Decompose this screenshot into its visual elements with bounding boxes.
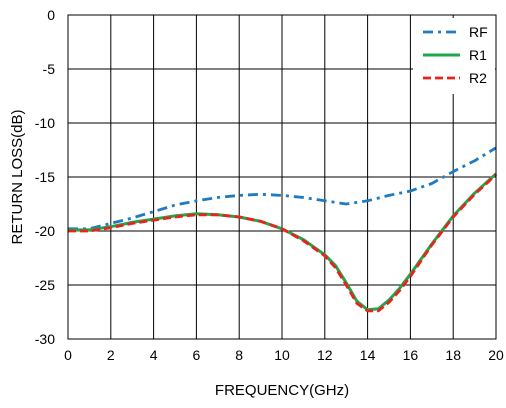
series-lines: [68, 146, 498, 313]
series-line-rf: [68, 146, 497, 231]
x-tick-label: 2: [107, 347, 115, 363]
x-axis-title: FREQUENCY(GHz): [215, 382, 349, 399]
x-tick-label: 12: [317, 347, 333, 363]
y-tick-label: 0: [47, 7, 55, 23]
legend-label-r2: R2: [469, 70, 487, 86]
legend: RF R1 R2: [413, 18, 495, 94]
y-axis-title: RETURN LOSS(dB): [9, 109, 26, 244]
x-tick-label: 6: [193, 347, 201, 363]
y-tick-label: -5: [43, 61, 56, 77]
y-tick-label: -25: [35, 277, 55, 293]
legend-label-rf: RF: [469, 24, 488, 40]
x-tick-label: 18: [445, 347, 461, 363]
x-tick-label: 8: [235, 347, 243, 363]
x-tick-label: 0: [64, 347, 72, 363]
y-tick-label: -30: [35, 331, 55, 347]
legend-label-r1: R1: [469, 47, 487, 63]
x-tick-label: 14: [360, 347, 376, 363]
x-tick-label: 16: [403, 347, 419, 363]
y-tick-label: -10: [35, 115, 55, 131]
series-line-r2: [68, 173, 497, 313]
y-tick-label: -20: [35, 223, 55, 239]
y-tick-label: -15: [35, 169, 55, 185]
x-tick-label: 10: [274, 347, 290, 363]
x-tick-label: 20: [488, 347, 504, 363]
tick-labels: 0 2 4 6 8 10 12 14 16 18 20 0 -5 -10 -15 -20 -25 -30: [35, 7, 504, 363]
x-tick-label: 4: [150, 347, 158, 363]
plot-frame: [67, 14, 497, 340]
